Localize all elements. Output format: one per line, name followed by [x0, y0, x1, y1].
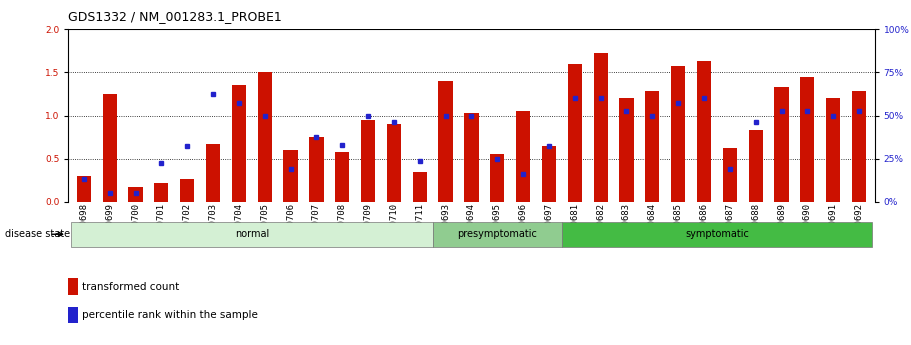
Text: symptomatic: symptomatic: [685, 229, 749, 239]
Bar: [722, 148, 737, 202]
Bar: [258, 72, 271, 202]
Bar: [77, 176, 91, 202]
Text: normal: normal: [235, 229, 269, 239]
Bar: [387, 124, 401, 202]
Bar: [154, 183, 169, 202]
Bar: [433, 222, 562, 247]
Bar: [562, 222, 872, 247]
Bar: [774, 87, 789, 202]
Text: presymptomatic: presymptomatic: [457, 229, 537, 239]
Text: percentile rank within the sample: percentile rank within the sample: [82, 310, 258, 320]
Bar: [283, 150, 298, 202]
Bar: [490, 155, 505, 202]
Bar: [697, 61, 711, 202]
Bar: [671, 66, 685, 202]
Bar: [465, 113, 478, 202]
Bar: [619, 98, 633, 202]
Bar: [103, 94, 117, 202]
Bar: [749, 130, 763, 202]
Bar: [413, 172, 427, 202]
Bar: [645, 91, 660, 202]
Text: disease state: disease state: [5, 229, 69, 239]
Bar: [71, 222, 433, 247]
Bar: [128, 187, 143, 202]
Text: GDS1332 / NM_001283.1_PROBE1: GDS1332 / NM_001283.1_PROBE1: [68, 10, 282, 23]
Bar: [800, 77, 814, 202]
Bar: [438, 81, 453, 202]
Bar: [231, 85, 246, 202]
Bar: [68, 278, 78, 295]
Bar: [826, 98, 840, 202]
Bar: [310, 137, 323, 202]
Bar: [852, 91, 866, 202]
Bar: [361, 120, 375, 202]
Bar: [568, 64, 582, 202]
Bar: [68, 307, 78, 323]
Bar: [594, 52, 608, 202]
Bar: [206, 144, 220, 202]
Bar: [516, 111, 530, 202]
Bar: [335, 152, 349, 202]
Bar: [180, 179, 194, 202]
Text: transformed count: transformed count: [82, 282, 179, 292]
Bar: [542, 146, 556, 202]
